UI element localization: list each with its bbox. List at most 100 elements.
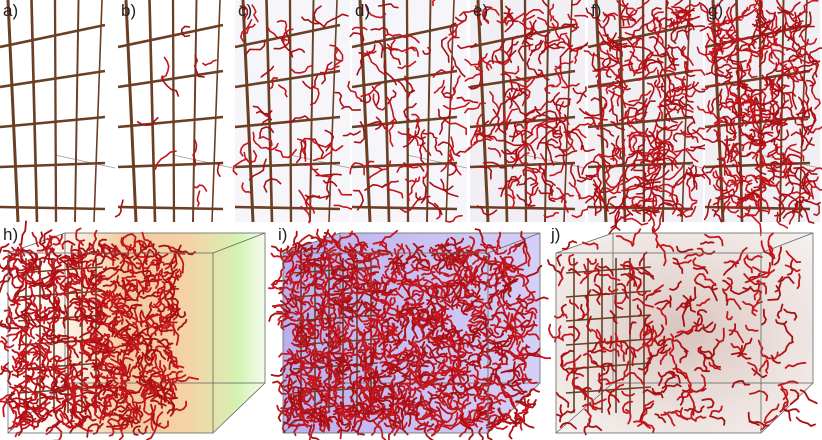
vortex-tube bbox=[549, 163, 565, 177]
vortex-tube bbox=[396, 368, 409, 378]
vortex-tube bbox=[647, 208, 657, 222]
vortex-tube bbox=[418, 402, 433, 416]
vortex-tube bbox=[522, 140, 536, 160]
vortex-tube bbox=[61, 240, 76, 250]
vortex-tube bbox=[515, 71, 543, 83]
vortex-tube bbox=[759, 177, 767, 205]
vortex-tube bbox=[696, 298, 711, 307]
vortex-tube bbox=[546, 138, 559, 149]
vortex-tube bbox=[730, 150, 752, 158]
vortex-tube bbox=[687, 384, 696, 408]
vortex-tube bbox=[722, 277, 734, 292]
vortex-tube bbox=[155, 316, 162, 331]
vortex-tube bbox=[143, 388, 166, 401]
vortex-tube bbox=[714, 44, 737, 64]
vortex-tube bbox=[430, 302, 436, 318]
grid-bar bbox=[117, 161, 224, 169]
vortex-tube bbox=[486, 414, 506, 429]
vortex-tube bbox=[507, 380, 522, 393]
grid-bar bbox=[351, 23, 458, 49]
vortex-tube bbox=[654, 210, 664, 232]
vortex-tube bbox=[487, 289, 500, 305]
vortex-tube bbox=[147, 349, 167, 360]
vortex-tube bbox=[412, 242, 427, 258]
vortex-tube bbox=[544, 84, 555, 94]
vortex-tube bbox=[437, 108, 448, 120]
vortex-tube bbox=[741, 3, 755, 19]
vortex-tube bbox=[106, 341, 115, 354]
vortex-tube bbox=[276, 310, 297, 322]
vortex-tube bbox=[371, 248, 381, 270]
vortex-tube bbox=[457, 343, 466, 355]
vortex-tube bbox=[107, 366, 128, 376]
vortex-tube bbox=[487, 147, 502, 158]
vortex-tube bbox=[687, 24, 708, 28]
vortex-tube bbox=[440, 307, 447, 332]
vortex-tube bbox=[507, 336, 516, 354]
vortex-tube bbox=[805, 79, 814, 95]
vortex-tube bbox=[521, 30, 538, 45]
vortex-tube bbox=[799, 389, 818, 405]
vortex-tube bbox=[498, 407, 503, 421]
vortex-tube bbox=[12, 397, 33, 401]
vortex-tube bbox=[87, 277, 106, 293]
vortex-tube bbox=[322, 268, 339, 289]
vortex-tube bbox=[389, 357, 400, 375]
vortex-tube bbox=[549, 3, 555, 22]
vortex-tube bbox=[367, 314, 379, 323]
vortex-tube bbox=[714, 63, 733, 73]
vortex-tube bbox=[722, 288, 729, 306]
grid-bar bbox=[117, 69, 224, 89]
vortex-tube bbox=[616, 0, 637, 12]
vortex-tube bbox=[31, 231, 40, 248]
vortex-tube bbox=[748, 139, 771, 150]
vortex-tube bbox=[567, 13, 578, 33]
vortex-tube bbox=[657, 89, 676, 108]
panel-label: h) bbox=[3, 225, 18, 244]
vortex-tube bbox=[560, 349, 574, 359]
vortex-tube bbox=[782, 106, 797, 125]
vortex-tube bbox=[464, 360, 480, 367]
vortex-tube bbox=[628, 131, 650, 149]
vortex-tube bbox=[670, 99, 694, 110]
vortex-tube bbox=[767, 170, 775, 182]
vortex-tube bbox=[94, 388, 106, 404]
vortex-tube bbox=[491, 38, 507, 65]
vortex-tube bbox=[12, 379, 31, 389]
vortex-tube bbox=[323, 13, 349, 28]
vortex-tube bbox=[345, 301, 366, 310]
vortex-tube bbox=[144, 349, 153, 366]
vortex-tube bbox=[592, 153, 615, 163]
vortex-tube bbox=[509, 313, 523, 329]
vortex-tube bbox=[469, 324, 482, 336]
vortex-tube bbox=[763, 351, 779, 360]
vortex-tube bbox=[766, 75, 783, 92]
vortex-tube bbox=[289, 48, 306, 54]
vortex-tube bbox=[360, 320, 376, 336]
vortex-tube bbox=[405, 282, 421, 289]
vortex-tube bbox=[568, 268, 581, 277]
vortex-tube bbox=[440, 159, 452, 173]
vortex-tube bbox=[509, 175, 520, 187]
vortex-tube bbox=[351, 26, 368, 31]
vortex-tube bbox=[150, 399, 167, 407]
vortex-tube bbox=[337, 423, 351, 434]
vortex-tube bbox=[280, 380, 297, 388]
vortex-tube bbox=[444, 119, 467, 136]
vortex-tube bbox=[788, 54, 803, 64]
vortex-tube bbox=[771, 51, 782, 66]
vortex-tube bbox=[68, 425, 93, 432]
vortex-tube bbox=[97, 393, 116, 400]
vortex-tube bbox=[676, 325, 700, 334]
vortex-tube bbox=[411, 113, 420, 129]
vortex-tube bbox=[757, 279, 767, 295]
vortex-tube bbox=[0, 319, 10, 329]
bounding-box bbox=[612, 232, 814, 384]
vortex-tube bbox=[7, 305, 14, 320]
vortex-tube bbox=[349, 396, 356, 412]
vortex-tube bbox=[450, 296, 458, 311]
vortex-tube bbox=[418, 313, 434, 327]
vortex-tube bbox=[747, 102, 770, 114]
vortex-tube bbox=[520, 230, 526, 254]
vortex-tube bbox=[519, 87, 531, 107]
